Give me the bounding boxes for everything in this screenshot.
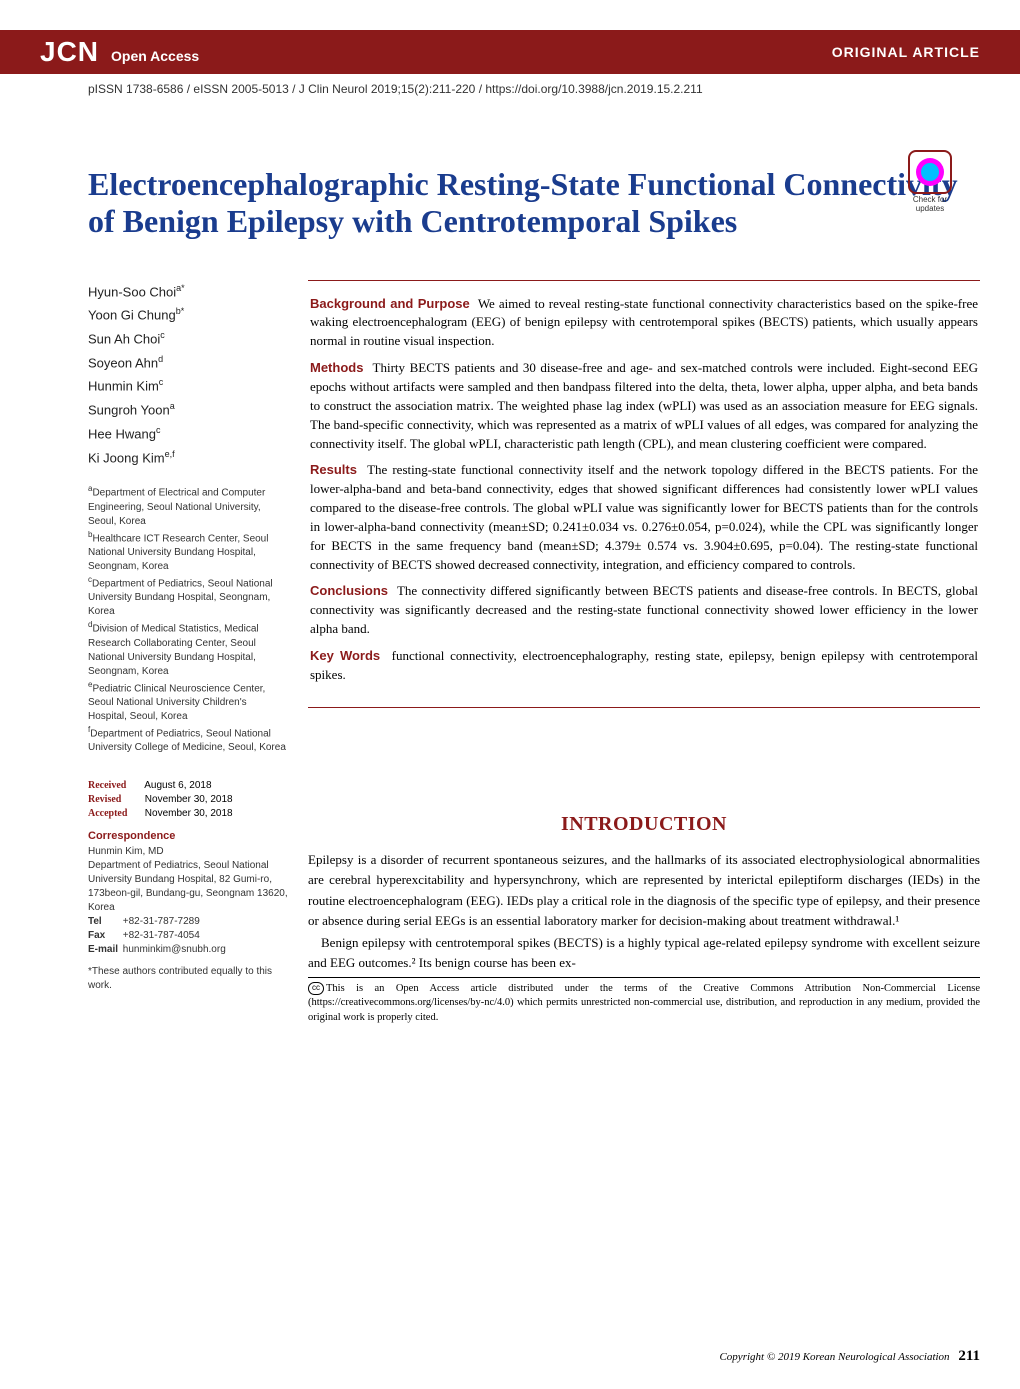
- email-value: hunminkim@snubh.org: [123, 944, 226, 955]
- correspondence-heading: Correspondence: [88, 829, 288, 844]
- results-text: The resting-state functional connectivit…: [310, 462, 978, 571]
- affiliation-item: aDepartment of Electrical and Computer E…: [88, 483, 288, 528]
- author-item: Hunmin Kimc: [88, 374, 288, 398]
- results-label: Results: [310, 462, 357, 477]
- cc-icon: cc: [308, 982, 324, 995]
- fax-label: Fax: [88, 929, 120, 943]
- tel-value: +82-31-787-7289: [123, 916, 200, 927]
- issn-doi-line: pISSN 1738-6586 / eISSN 2005-5013 / J Cl…: [0, 74, 1020, 96]
- intro-paragraph-1: Epilepsy is a disorder of recurrent spon…: [308, 850, 980, 931]
- author-item: Yoon Gi Chungb*: [88, 303, 288, 327]
- page-footer: Copyright © 2019 Korean Neurological Ass…: [719, 1348, 980, 1365]
- equal-contribution-note: *These authors contributed equally to th…: [88, 965, 288, 993]
- methods-label: Methods: [310, 360, 363, 375]
- journal-logo: JCN: [40, 36, 99, 68]
- accepted-date: November 30, 2018: [145, 808, 233, 819]
- author-item: Ki Joong Kime,f: [88, 446, 288, 470]
- correspondence-name: Hunmin Kim, MD: [88, 845, 288, 859]
- affiliation-item: dDivision of Medical Statistics, Medical…: [88, 619, 288, 678]
- page-number: 211: [958, 1348, 980, 1364]
- author-item: Hee Hwangc: [88, 422, 288, 446]
- article-type-label: ORIGINAL ARTICLE: [832, 44, 980, 60]
- license-text: This is an Open Access article distribut…: [308, 983, 980, 1022]
- affiliations-list: aDepartment of Electrical and Computer E…: [88, 483, 288, 755]
- article-title-block: Electroencephalographic Resting-State Fu…: [88, 166, 980, 240]
- affiliation-item: ePediatric Clinical Neuroscience Center,…: [88, 679, 288, 724]
- revised-date: November 30, 2018: [145, 794, 233, 805]
- copyright-text: Copyright © 2019 Korean Neurological Ass…: [719, 1351, 949, 1363]
- affiliation-item: bHealthcare ICT Research Center, Seoul N…: [88, 529, 288, 574]
- conclusions-text: The connectivity differed significantly …: [310, 583, 978, 636]
- author-item: Sungroh Yoona: [88, 398, 288, 422]
- author-item: Sun Ah Choic: [88, 327, 288, 351]
- correspondence-address: Department of Pediatrics, Seoul National…: [88, 859, 288, 915]
- background-label: Background and Purpose: [310, 296, 470, 311]
- open-access-label: Open Access: [111, 40, 199, 64]
- abstract-box: Background and Purpose We aimed to revea…: [308, 280, 980, 708]
- check-updates-label: Check for updates: [900, 196, 960, 214]
- check-for-updates-badge[interactable]: Check for updates: [900, 150, 960, 214]
- keywords-label: Key Words: [310, 648, 380, 663]
- tel-label: Tel: [88, 915, 120, 929]
- article-dates: Received August 6, 2018 Revised November…: [88, 779, 288, 821]
- email-label: E-mail: [88, 943, 120, 957]
- keywords-text: functional connectivity, electroencephal…: [310, 648, 978, 682]
- conclusions-label: Conclusions: [310, 583, 388, 598]
- author-item: Soyeon Ahnd: [88, 351, 288, 375]
- methods-text: Thirty BECTS patients and 30 disease-fre…: [310, 360, 978, 450]
- correspondence-body: Hunmin Kim, MD Department of Pediatrics,…: [88, 845, 288, 957]
- revised-label: Revised: [88, 793, 142, 807]
- abstract-results: Results The resting-state functional con…: [310, 461, 978, 574]
- authors-list: Hyun-Soo Choia*Yoon Gi Chungb*Sun Ah Cho…: [88, 280, 288, 470]
- abstract-keywords: Key Words functional connectivity, elect…: [310, 647, 978, 685]
- crossmark-icon: [908, 150, 952, 194]
- fax-value: +82-31-787-4054: [123, 930, 200, 941]
- introduction-body: Epilepsy is a disorder of recurrent spon…: [308, 850, 980, 973]
- intro-paragraph-2: Benign epilepsy with centrotemporal spik…: [308, 933, 980, 973]
- abstract-methods: Methods Thirty BECTS patients and 30 dis…: [310, 359, 978, 453]
- abstract-background: Background and Purpose We aimed to revea…: [310, 295, 978, 352]
- journal-header-bar: JCN Open Access ORIGINAL ARTICLE: [0, 30, 1020, 74]
- affiliation-item: cDepartment of Pediatrics, Seoul Nationa…: [88, 574, 288, 619]
- accepted-label: Accepted: [88, 807, 142, 821]
- received-date: August 6, 2018: [144, 780, 211, 791]
- author-item: Hyun-Soo Choia*: [88, 280, 288, 304]
- abstract-conclusions: Conclusions The connectivity differed si…: [310, 582, 978, 639]
- introduction-heading: INTRODUCTION: [308, 813, 980, 836]
- license-note: ccThis is an Open Access article distrib…: [308, 977, 980, 1025]
- affiliation-item: fDepartment of Pediatrics, Seoul Nationa…: [88, 724, 288, 755]
- article-title: Electroencephalographic Resting-State Fu…: [88, 166, 980, 240]
- received-label: Received: [88, 779, 142, 793]
